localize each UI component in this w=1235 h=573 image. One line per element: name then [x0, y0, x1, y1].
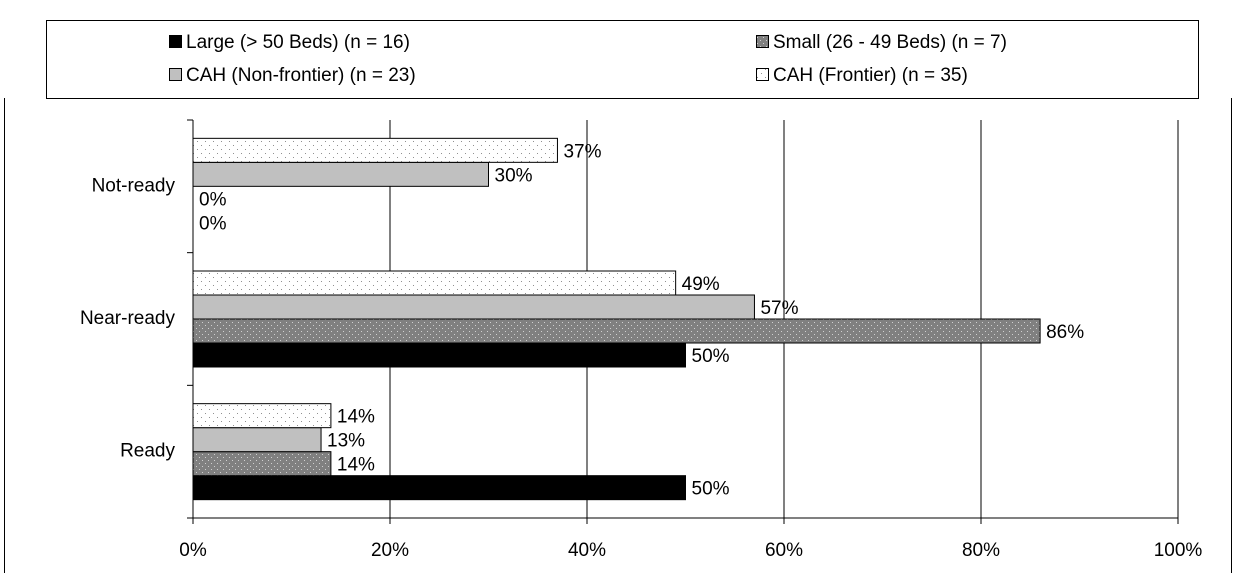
- value-label: 14%: [337, 455, 375, 476]
- value-label: 50%: [692, 346, 730, 367]
- bar: [192, 294, 755, 320]
- legend-swatch: [756, 35, 769, 48]
- bar: [192, 427, 322, 453]
- value-label: 49%: [682, 274, 720, 295]
- x-tick-label: 40%: [568, 540, 606, 561]
- value-label: 50%: [692, 479, 730, 500]
- value-label: 14%: [337, 407, 375, 428]
- value-label: 0%: [199, 213, 227, 234]
- bar: [192, 475, 686, 501]
- legend-label: Small (26 - 49 Beds) (n = 7): [773, 32, 1007, 53]
- legend-box: [46, 20, 1199, 99]
- legend-swatch: [169, 35, 182, 48]
- legend-label: CAH (Frontier) (n = 35): [773, 65, 968, 86]
- bar: [192, 161, 489, 187]
- bar: [192, 318, 1041, 344]
- legend-swatch: [756, 68, 769, 81]
- bar: [192, 137, 558, 163]
- value-label: 37%: [563, 141, 601, 162]
- x-tick-label: 100%: [1154, 540, 1203, 561]
- x-tick-label: 20%: [371, 540, 409, 561]
- value-label: 86%: [1046, 322, 1084, 343]
- bar: [192, 403, 332, 429]
- bar: [192, 270, 677, 296]
- y-tick-label: Ready: [120, 441, 175, 462]
- y-tick-label: Near-ready: [80, 308, 176, 329]
- legend-swatch: [169, 68, 182, 81]
- x-tick-label: 0%: [179, 540, 207, 561]
- value-label: 0%: [199, 189, 227, 210]
- y-tick-label: Not-ready: [92, 175, 176, 196]
- value-label: 57%: [760, 298, 798, 319]
- legend-label: CAH (Non-frontier) (n = 23): [186, 65, 416, 86]
- bar: [192, 451, 332, 477]
- x-tick-label: 80%: [962, 540, 1000, 561]
- value-label: 13%: [327, 431, 365, 452]
- legend-label: Large (> 50 Beds) (n = 16): [186, 32, 410, 53]
- x-tick-label: 60%: [765, 540, 803, 561]
- value-label: 30%: [495, 165, 533, 186]
- bar: [192, 342, 686, 368]
